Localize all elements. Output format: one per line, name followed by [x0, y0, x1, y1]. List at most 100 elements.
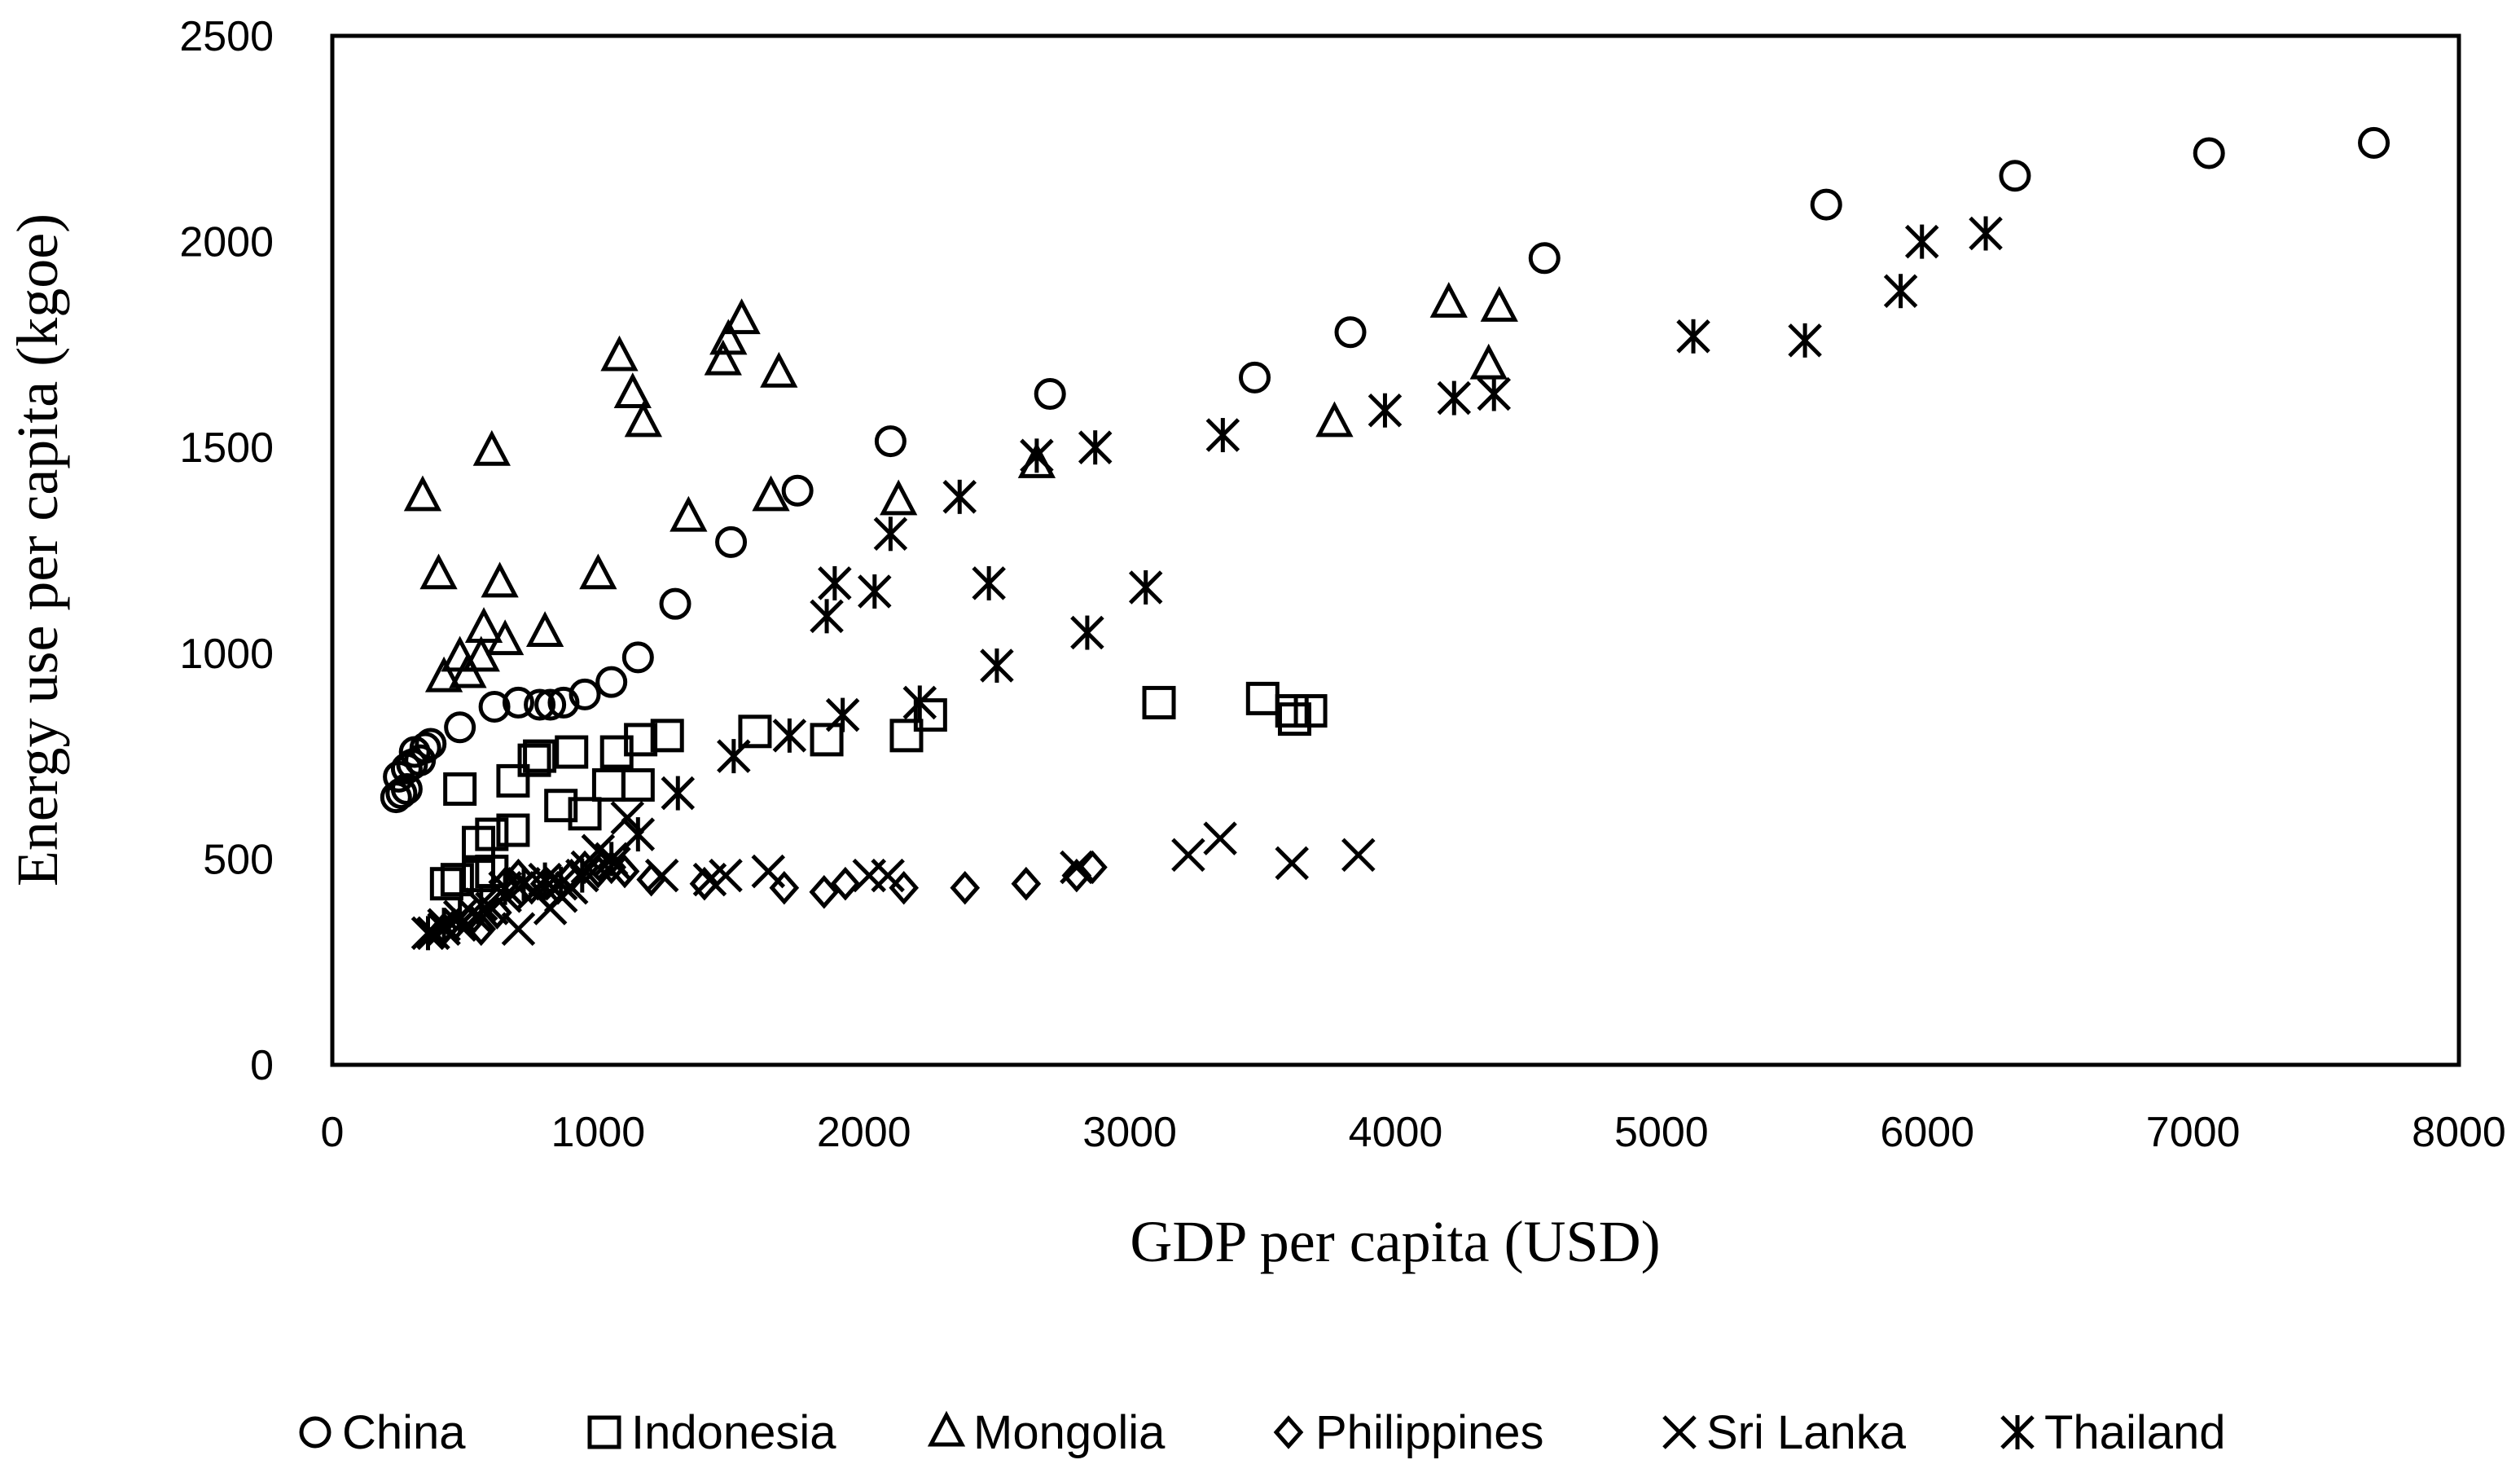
point-indonesia	[496, 763, 530, 798]
x-tick-label: 6000	[1880, 1109, 1974, 1156]
point-thailand	[464, 886, 498, 921]
point-mongolia	[613, 372, 652, 409]
point-thailand	[902, 685, 937, 720]
plot-area	[330, 33, 2461, 1067]
point-china	[478, 690, 511, 723]
point-thailand	[621, 817, 656, 852]
y-tick-label: 1000	[179, 631, 274, 678]
point-china	[715, 525, 748, 558]
point-thailand	[810, 599, 844, 634]
point-thailand	[507, 866, 541, 901]
point-mongolia	[1429, 282, 1468, 318]
point-china	[415, 728, 447, 760]
point-thailand	[858, 574, 892, 609]
point-china	[1528, 242, 1561, 275]
x-tick-label: 7000	[2146, 1109, 2241, 1156]
x-tick-label: 2000	[817, 1109, 911, 1156]
point-thailand	[818, 565, 852, 600]
point-thailand	[1788, 323, 1822, 358]
point-thailand	[772, 718, 807, 753]
point-thailand	[942, 479, 977, 514]
y-axis-ticks: 0 500 1000 1500 2000 2500	[179, 13, 274, 1089]
x-axis-ticks: 0 1000 2000 3000 4000 5000 6000 7000 8000	[321, 1109, 2506, 1156]
point-china	[781, 474, 814, 507]
point-mongolia	[481, 561, 519, 598]
point-mongolia	[424, 656, 463, 693]
point-china	[444, 711, 476, 744]
point-mongolia	[403, 475, 442, 512]
point-indonesia	[1293, 694, 1328, 728]
legend-label-indonesia: Indonesia	[631, 1406, 836, 1459]
point-mongolia	[624, 401, 663, 438]
point-mongolia	[760, 351, 798, 388]
point-indonesia	[913, 698, 947, 732]
point-sri-lanka	[1341, 838, 1376, 873]
x-tick-label: 3000	[1082, 1109, 1177, 1156]
point-sri-lanka	[751, 854, 786, 889]
point-sri-lanka	[1171, 838, 1205, 873]
point-china	[1334, 316, 1367, 349]
point-indonesia	[1245, 681, 1280, 715]
point-sri-lanka	[871, 858, 905, 893]
point-sri-lanka	[501, 912, 536, 947]
legend-label-mongolia: Mongolia	[973, 1406, 1166, 1459]
point-thailand	[1676, 319, 1710, 354]
point-china	[2358, 126, 2390, 159]
point-thailand	[565, 858, 599, 893]
point-indonesia	[568, 797, 602, 831]
point-mongolia	[752, 475, 790, 512]
point-thailand	[1437, 380, 1472, 416]
point-china	[547, 686, 580, 719]
point-philippines	[466, 912, 497, 947]
point-indonesia	[555, 735, 589, 769]
point-thailand	[1904, 224, 1939, 259]
point-thailand	[1368, 393, 1403, 428]
point-philippines	[809, 875, 840, 909]
point-sri-lanka	[1275, 846, 1309, 881]
point-philippines	[889, 870, 920, 905]
point-philippines	[950, 870, 981, 905]
y-tick-label: 2500	[179, 13, 274, 60]
legend-label-thailand: Thailand	[2044, 1406, 2225, 1459]
point-indonesia	[443, 772, 477, 807]
point-indonesia	[429, 867, 463, 901]
y-axis-title: Energy use per capita (kgoe)	[5, 213, 70, 886]
point-mongolia	[600, 335, 639, 372]
point-china	[502, 686, 534, 719]
point-philippines	[769, 870, 800, 905]
point-thailand	[410, 916, 446, 951]
legend-marker-thailand	[2000, 1415, 2035, 1449]
point-indonesia	[621, 767, 655, 802]
legend-marker-indonesia	[587, 1415, 621, 1449]
point-china	[2193, 137, 2225, 169]
point-mongolia	[704, 339, 742, 376]
point-indonesia	[738, 715, 772, 749]
legend-label-china: China	[342, 1406, 466, 1459]
point-mongolia	[1315, 401, 1354, 438]
point-sri-lanka	[459, 899, 494, 934]
legend-marker-philippines	[1273, 1415, 1304, 1449]
point-mongolia	[1469, 343, 1508, 380]
y-tick-label: 0	[250, 1042, 274, 1089]
point-thailand	[543, 866, 578, 901]
point-china	[409, 732, 441, 764]
point-thailand	[1128, 569, 1163, 605]
point-sri-lanka	[709, 858, 743, 893]
point-thailand	[1070, 615, 1104, 650]
point-thailand	[980, 648, 1014, 683]
point-mongolia	[670, 495, 708, 532]
point-china	[1034, 378, 1066, 411]
point-china	[1810, 188, 1842, 221]
legend-item-sri-lanka: Sri Lanka	[1662, 1406, 1907, 1459]
point-mongolia	[579, 553, 617, 590]
point-china	[534, 688, 567, 721]
point-mongolia	[525, 611, 564, 648]
point-indonesia	[523, 739, 557, 773]
point-thailand	[825, 697, 860, 732]
point-sri-lanka	[644, 858, 679, 893]
point-indonesia	[624, 723, 658, 757]
point-thailand	[873, 517, 908, 552]
legend-item-thailand: Thailand	[2000, 1406, 2225, 1459]
point-mongolia	[419, 553, 458, 590]
legend-item-mongolia: Mongolia	[927, 1406, 1166, 1459]
